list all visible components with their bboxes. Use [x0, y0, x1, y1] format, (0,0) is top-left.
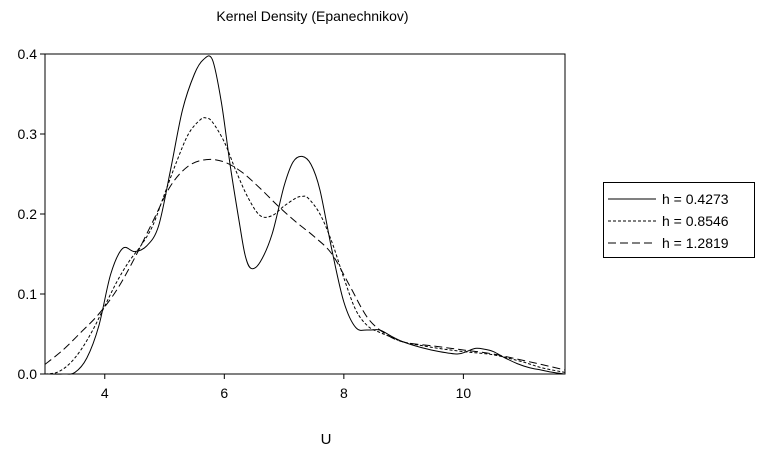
- x-tick-label: 6: [220, 385, 228, 401]
- legend-item-1: h = 0.4273: [608, 189, 729, 209]
- y-axis: 0.0 0.1 0.2 0.3 0.4: [18, 46, 45, 382]
- legend-label-1: h = 0.4273: [662, 191, 729, 207]
- series-line-1: [45, 56, 565, 374]
- y-tick-label: 0.1: [18, 286, 38, 302]
- series-line-2: [45, 118, 565, 374]
- legend-label-2: h = 0.8546: [662, 213, 729, 229]
- x-tick-label: 4: [101, 385, 109, 401]
- y-tick-label: 0.0: [18, 366, 38, 382]
- legend-item-3: h = 1.2819: [608, 233, 729, 253]
- x-axis: 4 6 8 10: [101, 374, 472, 401]
- y-tick-label: 0.2: [18, 206, 38, 222]
- y-tick-label: 0.4: [18, 46, 38, 62]
- x-tick-label: 8: [340, 385, 348, 401]
- plot-frame: [45, 54, 565, 374]
- series-line-3: [45, 159, 565, 370]
- series-lines: [45, 56, 565, 374]
- x-axis-label: U: [286, 431, 366, 448]
- x-tick-label: 10: [456, 385, 472, 401]
- legend: h = 0.4273 h = 0.8546 h = 1.2819: [603, 182, 755, 258]
- legend-label-3: h = 1.2819: [662, 235, 729, 251]
- legend-item-2: h = 0.8546: [608, 211, 729, 231]
- y-tick-label: 0.3: [18, 126, 38, 142]
